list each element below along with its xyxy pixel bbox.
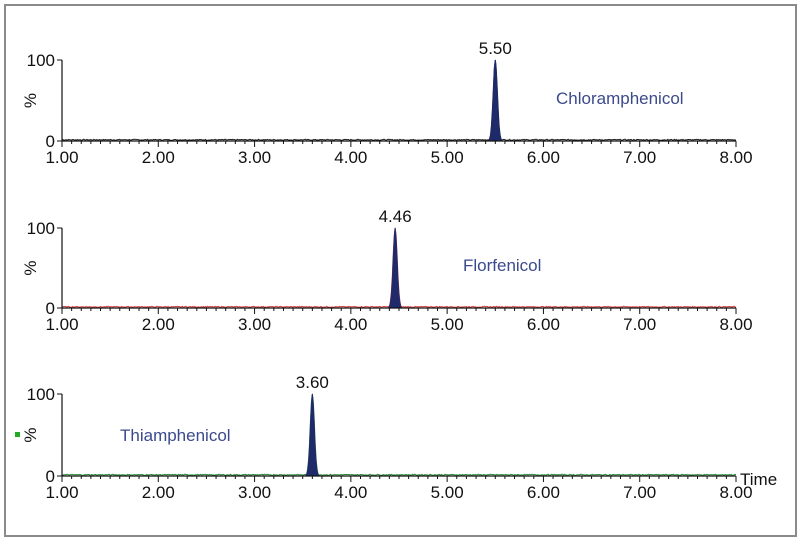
x-tick-label: 6.00 bbox=[527, 483, 560, 502]
x-tick-label: 3.00 bbox=[238, 483, 271, 502]
x-tick-label: 8.00 bbox=[719, 148, 752, 167]
x-ticks: 1.00 2.00 3.00 4.00 5.00 6.00 7.00 8.00 bbox=[45, 476, 753, 502]
x-tick-label: 4.00 bbox=[334, 315, 367, 334]
x-tick-label: 3.00 bbox=[238, 148, 271, 167]
y-ticks: 0 100 bbox=[27, 385, 62, 486]
x-tick-label: 7.00 bbox=[623, 483, 656, 502]
x-axis-label: Time bbox=[740, 470, 777, 489]
green-marker-icon bbox=[15, 432, 20, 437]
y-tick-label: 100 bbox=[27, 219, 55, 238]
x-tick-label: 5.00 bbox=[431, 148, 464, 167]
y-tick-label: 0 bbox=[46, 132, 55, 151]
x-tick-label: 8.00 bbox=[719, 315, 752, 334]
y-tick-label: 100 bbox=[27, 385, 55, 404]
x-tick-label: 2.00 bbox=[142, 483, 175, 502]
x-tick-label: 2.00 bbox=[142, 148, 175, 167]
y-ticks: 0 100 bbox=[27, 219, 62, 318]
x-tick-label: 5.00 bbox=[431, 315, 464, 334]
x-tick-label: 1.00 bbox=[45, 483, 78, 502]
x-tick-label: 8.00 bbox=[719, 483, 752, 502]
y-axis-label: % bbox=[21, 260, 40, 275]
x-tick-label: 7.00 bbox=[623, 315, 656, 334]
x-tick-label: 4.00 bbox=[334, 483, 367, 502]
trace-chloramphenicol bbox=[61, 59, 737, 142]
y-axis-label: % bbox=[21, 427, 40, 442]
peak-chloramphenicol bbox=[487, 59, 504, 142]
x-tick-label: 6.00 bbox=[527, 148, 560, 167]
peak-label-thiamphenicol: 3.60 bbox=[296, 373, 329, 392]
peak-label-chloramphenicol: 5.50 bbox=[479, 39, 512, 58]
x-tick-label: 1.00 bbox=[45, 315, 78, 334]
trace-thiamphenicol bbox=[61, 393, 737, 477]
peak-florfenicol bbox=[387, 227, 404, 309]
y-tick-label: 100 bbox=[27, 51, 55, 70]
peak-label-florfenicol: 4.46 bbox=[379, 207, 412, 226]
compound-label-florfenicol: Florfenicol bbox=[463, 256, 541, 275]
x-tick-label: 5.00 bbox=[431, 483, 464, 502]
x-tick-label: 2.00 bbox=[142, 315, 175, 334]
y-tick-label: 0 bbox=[46, 467, 55, 486]
compound-label-chloramphenicol: Chloramphenicol bbox=[556, 89, 684, 108]
x-ticks: 1.00 2.00 3.00 4.00 5.00 6.00 7.00 8.00 bbox=[45, 141, 753, 167]
peak-thiamphenicol bbox=[304, 393, 321, 477]
x-tick-label: 6.00 bbox=[527, 315, 560, 334]
x-tick-label: 1.00 bbox=[45, 148, 78, 167]
y-tick-label: 0 bbox=[46, 299, 55, 318]
x-tick-label: 7.00 bbox=[623, 148, 656, 167]
x-tick-label: 3.00 bbox=[238, 315, 271, 334]
chromatogram-frame bbox=[4, 4, 797, 537]
x-ticks: 1.00 2.00 3.00 4.00 5.00 6.00 7.00 8.00 bbox=[45, 308, 753, 334]
y-ticks: 0 100 bbox=[27, 51, 62, 151]
x-tick-label: 4.00 bbox=[334, 148, 367, 167]
compound-label-thiamphenicol: Thiamphenicol bbox=[120, 426, 231, 445]
y-axis-label: % bbox=[21, 93, 40, 108]
